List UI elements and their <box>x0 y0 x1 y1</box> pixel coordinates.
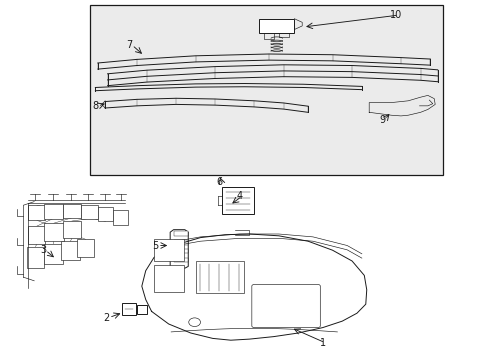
Text: 7: 7 <box>126 40 132 50</box>
Bar <box>222 187 254 214</box>
Bar <box>173 231 188 236</box>
Bar <box>173 249 188 253</box>
Text: 6: 6 <box>216 177 222 187</box>
Bar <box>173 258 188 262</box>
Bar <box>122 303 136 315</box>
Bar <box>23 195 135 289</box>
Bar <box>28 226 45 244</box>
Bar <box>28 205 45 220</box>
Bar <box>113 210 128 225</box>
Bar <box>98 207 113 221</box>
Bar <box>27 247 44 268</box>
Bar <box>154 239 184 261</box>
Bar <box>154 265 184 292</box>
Bar <box>173 240 188 244</box>
Bar <box>77 239 94 257</box>
Bar <box>259 19 294 33</box>
Bar <box>62 204 81 218</box>
Text: 9: 9 <box>379 114 385 125</box>
Bar <box>137 305 146 314</box>
Bar <box>195 261 243 293</box>
Bar <box>61 241 80 260</box>
Bar <box>44 223 63 241</box>
Text: 5: 5 <box>152 240 158 251</box>
Text: 4: 4 <box>236 191 242 201</box>
Text: 10: 10 <box>389 10 402 20</box>
FancyBboxPatch shape <box>251 284 320 328</box>
Text: 1: 1 <box>319 338 325 348</box>
Text: 8: 8 <box>92 101 98 111</box>
Bar <box>62 221 81 238</box>
Text: 2: 2 <box>103 312 109 323</box>
Bar <box>90 5 442 175</box>
Bar <box>44 244 62 264</box>
Bar <box>44 204 62 219</box>
Bar <box>81 205 98 219</box>
Text: 3: 3 <box>40 245 46 255</box>
